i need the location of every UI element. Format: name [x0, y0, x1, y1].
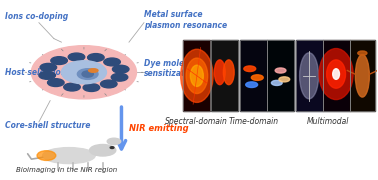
Ellipse shape — [61, 61, 107, 84]
Circle shape — [113, 65, 129, 73]
Circle shape — [271, 80, 282, 86]
Text: Spectral-domain: Spectral-domain — [166, 117, 228, 126]
Text: Metal surface
plasmon resonance: Metal surface plasmon resonance — [144, 10, 227, 30]
Circle shape — [358, 51, 367, 55]
Circle shape — [275, 68, 286, 73]
Circle shape — [51, 57, 67, 64]
Ellipse shape — [31, 46, 136, 99]
Ellipse shape — [77, 69, 98, 79]
Ellipse shape — [333, 69, 339, 79]
Circle shape — [111, 73, 128, 81]
Circle shape — [68, 53, 85, 61]
Ellipse shape — [90, 145, 116, 156]
Text: Host selection: Host selection — [5, 68, 66, 77]
Circle shape — [244, 66, 256, 71]
FancyBboxPatch shape — [296, 40, 322, 111]
Circle shape — [83, 84, 100, 91]
Text: NIR emitting: NIR emitting — [129, 125, 189, 134]
Circle shape — [48, 79, 64, 87]
Circle shape — [279, 77, 290, 82]
Ellipse shape — [191, 65, 203, 86]
Circle shape — [251, 75, 263, 80]
Circle shape — [107, 138, 121, 145]
FancyBboxPatch shape — [322, 40, 350, 111]
Ellipse shape — [82, 71, 93, 77]
FancyBboxPatch shape — [183, 40, 211, 111]
Ellipse shape — [43, 148, 95, 164]
Circle shape — [64, 83, 80, 91]
Circle shape — [101, 80, 117, 88]
Ellipse shape — [186, 58, 208, 94]
Circle shape — [104, 58, 120, 66]
Ellipse shape — [327, 60, 345, 88]
Ellipse shape — [319, 49, 353, 100]
FancyBboxPatch shape — [211, 40, 238, 111]
Ellipse shape — [37, 151, 56, 160]
Circle shape — [40, 63, 57, 71]
Ellipse shape — [214, 60, 225, 85]
FancyBboxPatch shape — [240, 40, 267, 111]
Ellipse shape — [181, 49, 213, 102]
Ellipse shape — [88, 69, 98, 72]
Circle shape — [88, 54, 104, 61]
Text: Bioimaging in the NIR region: Bioimaging in the NIR region — [16, 167, 118, 173]
Text: Ions co-doping: Ions co-doping — [5, 12, 68, 21]
Circle shape — [246, 82, 257, 87]
Ellipse shape — [355, 55, 369, 97]
Text: Core-shell structure: Core-shell structure — [5, 121, 90, 130]
Text: Multimodal: Multimodal — [307, 117, 349, 126]
FancyBboxPatch shape — [267, 40, 294, 111]
FancyBboxPatch shape — [350, 40, 375, 111]
Text: Time-domain: Time-domain — [228, 117, 279, 126]
Circle shape — [110, 147, 114, 148]
Ellipse shape — [223, 60, 234, 85]
Text: Dye molecules
sensitization: Dye molecules sensitization — [144, 59, 206, 78]
Circle shape — [39, 71, 56, 79]
Ellipse shape — [300, 53, 319, 99]
